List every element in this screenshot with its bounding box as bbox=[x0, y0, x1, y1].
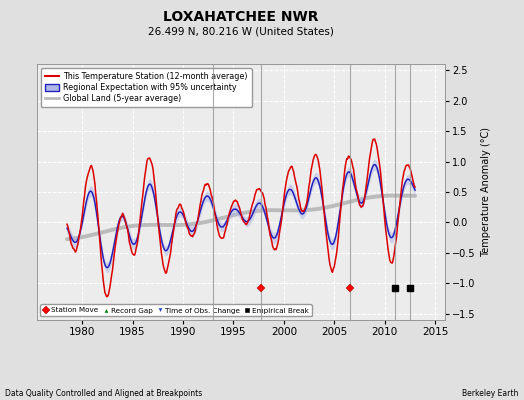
Legend: Station Move, Record Gap, Time of Obs. Change, Empirical Break: Station Move, Record Gap, Time of Obs. C… bbox=[40, 304, 312, 316]
Text: LOXAHATCHEE NWR: LOXAHATCHEE NWR bbox=[163, 10, 319, 24]
Text: 26.499 N, 80.216 W (United States): 26.499 N, 80.216 W (United States) bbox=[148, 26, 334, 36]
Text: Berkeley Earth: Berkeley Earth bbox=[462, 389, 519, 398]
Text: Data Quality Controlled and Aligned at Breakpoints: Data Quality Controlled and Aligned at B… bbox=[5, 389, 202, 398]
Y-axis label: Temperature Anomaly (°C): Temperature Anomaly (°C) bbox=[482, 127, 492, 257]
